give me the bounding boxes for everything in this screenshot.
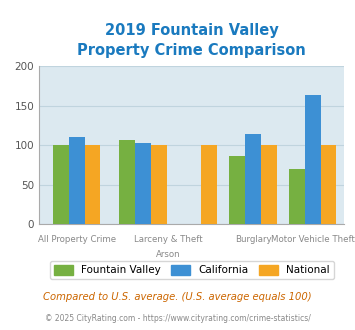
Bar bbox=[305, 95, 321, 224]
Bar bbox=[135, 143, 151, 224]
Text: Motor Vehicle Theft: Motor Vehicle Theft bbox=[271, 236, 355, 245]
Bar bbox=[119, 141, 135, 224]
Bar bbox=[261, 145, 277, 224]
Text: Burglary: Burglary bbox=[235, 236, 271, 245]
Text: Arson: Arson bbox=[156, 250, 180, 259]
Text: Compared to U.S. average. (U.S. average equals 100): Compared to U.S. average. (U.S. average … bbox=[43, 292, 312, 302]
Text: Larceny & Theft: Larceny & Theft bbox=[134, 236, 202, 245]
Bar bbox=[321, 145, 337, 224]
Text: © 2025 CityRating.com - https://www.cityrating.com/crime-statistics/: © 2025 CityRating.com - https://www.city… bbox=[45, 314, 310, 323]
Bar bbox=[289, 169, 305, 224]
Bar bbox=[245, 134, 261, 224]
Bar bbox=[151, 145, 166, 224]
Legend: Fountain Valley, California, National: Fountain Valley, California, National bbox=[50, 260, 334, 280]
Bar bbox=[85, 145, 100, 224]
Bar bbox=[69, 137, 85, 224]
Title: 2019 Fountain Valley
Property Crime Comparison: 2019 Fountain Valley Property Crime Comp… bbox=[77, 23, 306, 58]
Bar bbox=[229, 156, 245, 224]
Text: All Property Crime: All Property Crime bbox=[38, 236, 116, 245]
Bar bbox=[201, 145, 217, 224]
Bar bbox=[53, 145, 69, 224]
